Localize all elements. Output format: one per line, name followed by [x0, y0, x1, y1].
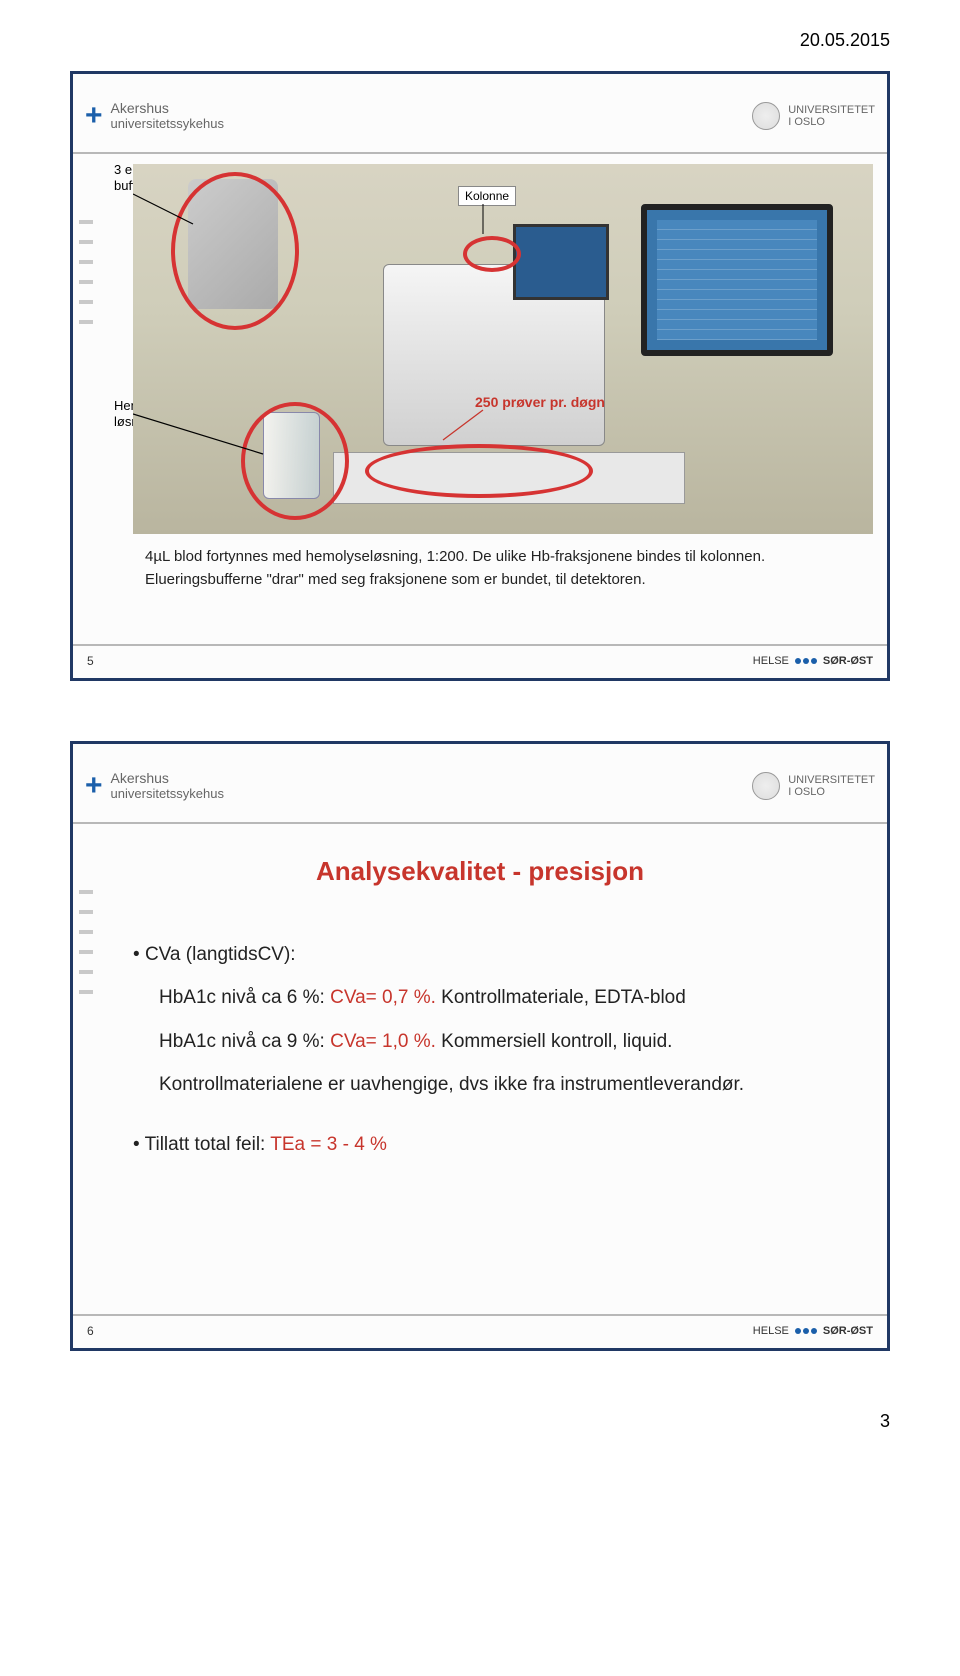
dots-icon: [795, 1328, 817, 1334]
logo-left-line1: Akershus: [111, 771, 224, 786]
date-header: 20.05.2015: [70, 30, 890, 51]
logo-row: + Akershus universitetssykehus UNIVERSIT…: [85, 762, 875, 810]
slide1-text: 4µL blod fortynnes med hemolyseløsning, …: [145, 546, 867, 591]
slide-number: 5: [87, 654, 94, 668]
sidebar-decor: [73, 152, 99, 678]
slide2-body: • CVa (langtidsCV): HbA1c nivå ca 6 %: C…: [133, 940, 847, 1173]
dots-icon: [795, 658, 817, 664]
bullet-cva: • CVa (langtidsCV):: [133, 940, 847, 969]
logo-right-line2: I OSLO: [788, 786, 875, 798]
plus-icon: +: [85, 771, 103, 801]
logo-right: UNIVERSITETET I OSLO: [752, 772, 875, 800]
line-kontroll: Kontrollmaterialene er uavhengige, dvs i…: [159, 1070, 847, 1099]
seal-icon: [752, 772, 780, 800]
slide-number: 6: [87, 1324, 94, 1338]
arrow-kolonne: [473, 204, 493, 244]
helse-logo: HELSE SØR-ØST: [753, 655, 873, 667]
instrument-photo: Kolonne 250 prøver pr. døgn: [133, 164, 873, 534]
helse-text: HELSE: [753, 1325, 789, 1337]
sidebar-decor: [73, 822, 99, 1348]
circle-bottle: [241, 402, 349, 520]
instrument-screen: [513, 224, 609, 300]
slide2-title: Analysekvalitet - presisjon: [73, 856, 887, 887]
slide1-text-line1: 4µL blod fortynnes med hemolyseløsning, …: [145, 546, 867, 569]
line-hba1c-6: HbA1c nivå ca 6 %: CVa= 0,7 %. Kontrollm…: [159, 983, 847, 1012]
region-text: SØR-ØST: [823, 655, 873, 667]
slide-1: + Akershus universitetssykehus UNIVERSIT…: [70, 71, 890, 681]
page-number: 3: [70, 1411, 890, 1432]
region-text: SØR-ØST: [823, 1325, 873, 1337]
logo-left: + Akershus universitetssykehus: [85, 771, 224, 801]
line-hba1c-9: HbA1c nivå ca 9 %: CVa= 1,0 %. Kommersie…: [159, 1027, 847, 1056]
slide1-text-line2: Elueringsbufferne "drar" med seg fraksjo…: [145, 569, 867, 592]
slide-footer: 6 HELSE SØR-ØST: [73, 1314, 887, 1348]
circle-tray: [365, 444, 593, 498]
label-prover: 250 prøver pr. døgn: [469, 392, 611, 413]
helse-logo: HELSE SØR-ØST: [753, 1325, 873, 1337]
helse-text: HELSE: [753, 655, 789, 667]
bullet-tea: • Tillatt total feil: TEa = 3 - 4 %: [133, 1130, 847, 1159]
divider: [73, 822, 887, 824]
slide-2: + Akershus universitetssykehus UNIVERSIT…: [70, 741, 890, 1351]
circle-bag: [171, 172, 299, 330]
slide-footer: 5 HELSE SØR-ØST: [73, 644, 887, 678]
logo-right-line1: UNIVERSITETET: [788, 774, 875, 786]
logo-left-line2: universitetssykehus: [111, 787, 224, 801]
monitor: [641, 204, 833, 356]
